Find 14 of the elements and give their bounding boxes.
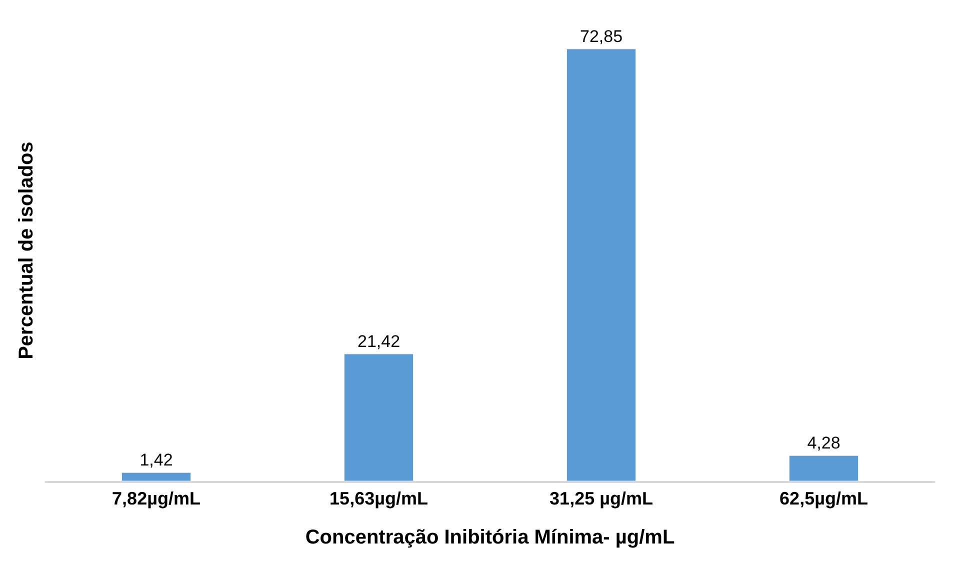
x-tick-label: 7,82µg/mL: [112, 488, 200, 508]
bar: [566, 48, 636, 481]
data-label: 72,85: [580, 26, 623, 46]
x-axis-title: Concentração Inibitória Mínima- µg/mL: [305, 526, 675, 548]
x-tick-label: 15,63µg/mL: [330, 488, 428, 508]
bar: [122, 472, 191, 481]
x-tick-label: 31,25 µg/mL: [550, 488, 653, 508]
x-tick-label: 62,5µg/mL: [780, 488, 868, 508]
data-label: 21,42: [357, 332, 400, 351]
data-label: 4,28: [807, 434, 840, 453]
data-label: 1,42: [140, 450, 173, 470]
y-axis-title: Percentual de isolados: [16, 142, 38, 360]
bar: [789, 455, 858, 481]
bar: [344, 354, 414, 481]
